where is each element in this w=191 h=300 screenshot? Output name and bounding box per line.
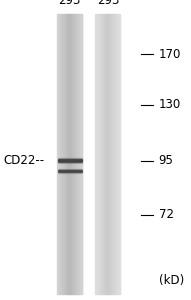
Bar	[70, 14, 71, 294]
Bar	[96, 14, 97, 294]
Bar	[117, 14, 118, 294]
Bar	[100, 14, 101, 294]
Bar	[99, 14, 100, 294]
Bar	[63, 14, 64, 294]
Bar	[58, 14, 59, 294]
Bar	[112, 14, 113, 294]
Bar	[64, 14, 65, 294]
Text: 95: 95	[159, 154, 173, 167]
Bar	[72, 14, 73, 294]
Bar	[113, 14, 114, 294]
Text: 293: 293	[58, 0, 81, 8]
Text: 170: 170	[159, 47, 181, 61]
Bar	[101, 14, 102, 294]
Text: 130: 130	[159, 98, 181, 112]
Bar	[103, 14, 104, 294]
Bar	[118, 14, 119, 294]
Bar	[98, 14, 99, 294]
Bar	[77, 14, 78, 294]
Text: (kD): (kD)	[159, 274, 184, 287]
Bar	[60, 14, 61, 294]
Bar	[80, 14, 81, 294]
Bar	[69, 14, 70, 294]
Text: 72: 72	[159, 208, 174, 221]
Bar	[78, 14, 79, 294]
Bar	[73, 14, 74, 294]
Bar	[107, 14, 108, 294]
Bar	[78, 14, 79, 294]
Bar	[116, 14, 117, 294]
Bar	[57, 14, 58, 294]
Bar	[79, 14, 80, 294]
Bar	[67, 14, 68, 294]
Bar	[75, 14, 76, 294]
Bar	[111, 14, 112, 294]
Bar	[119, 14, 120, 294]
Bar	[109, 14, 110, 294]
Text: CD22--: CD22--	[4, 154, 45, 167]
Bar	[66, 14, 67, 294]
Bar	[81, 14, 82, 294]
Bar	[104, 14, 105, 294]
Bar	[106, 14, 107, 294]
Bar	[65, 14, 66, 294]
Bar	[102, 14, 103, 294]
Bar	[97, 14, 98, 294]
Bar	[62, 14, 63, 294]
Bar	[110, 14, 111, 294]
Bar	[61, 14, 62, 294]
Bar	[59, 14, 60, 294]
Bar	[68, 14, 69, 294]
Bar	[115, 14, 116, 294]
Text: 293: 293	[97, 0, 119, 8]
Bar	[108, 14, 109, 294]
Bar	[74, 14, 75, 294]
Bar	[71, 14, 72, 294]
Bar	[114, 14, 115, 294]
Bar	[105, 14, 106, 294]
Bar	[76, 14, 77, 294]
